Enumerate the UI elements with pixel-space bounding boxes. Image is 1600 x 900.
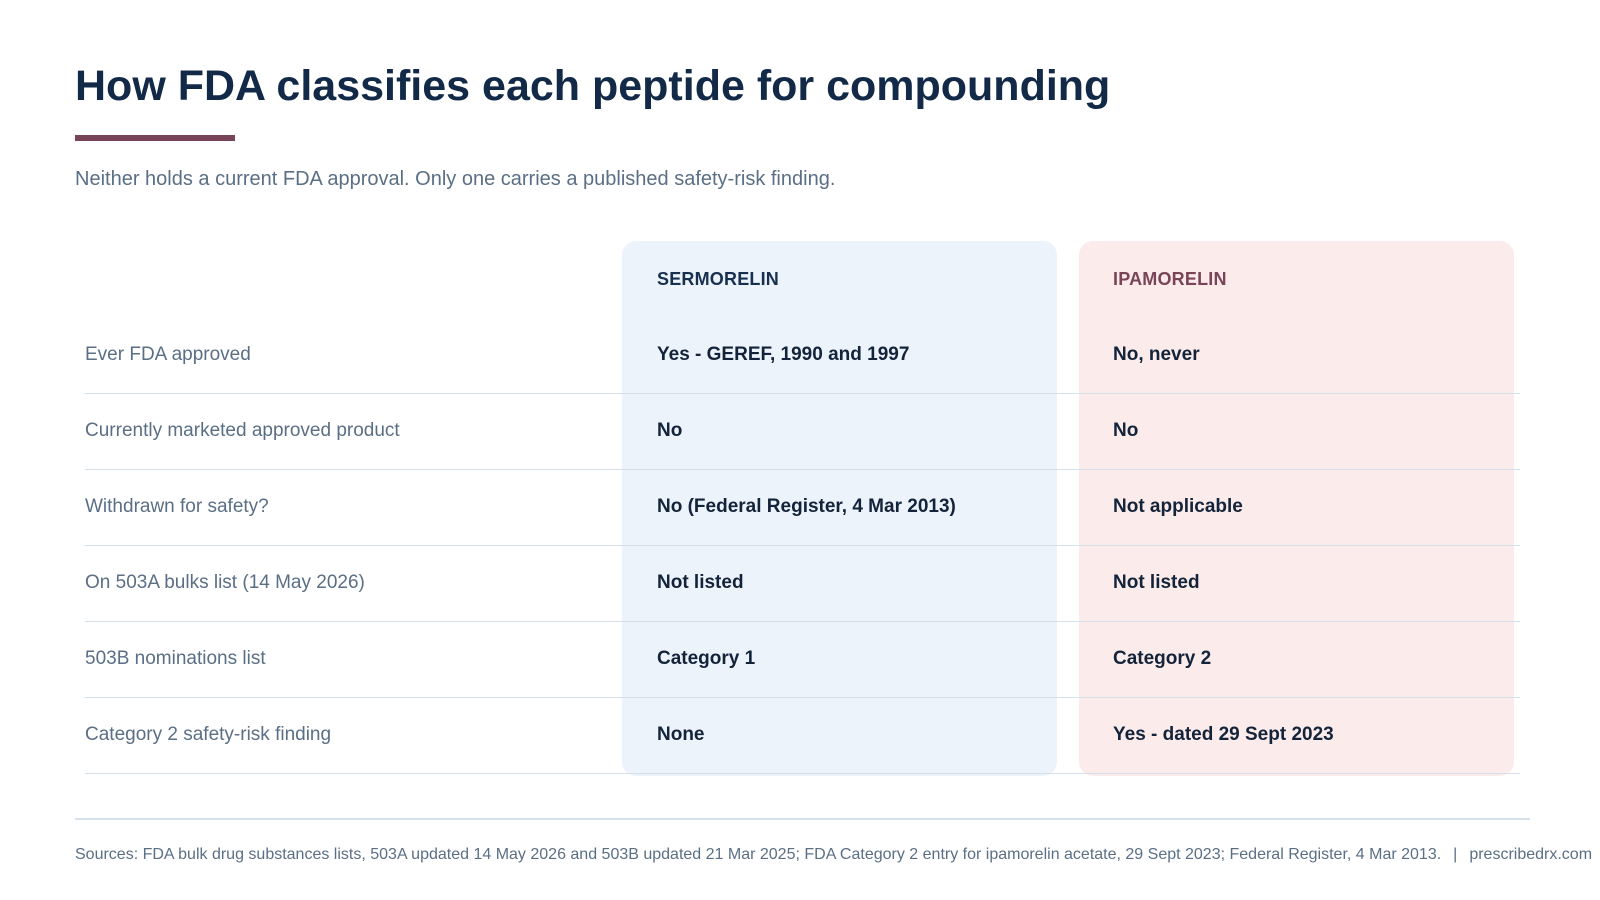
sermorelin-column-header: SERMORELIN [657, 269, 780, 289]
title-accent-bar [75, 135, 235, 141]
comparison-table: Ever FDA approved Yes - GEREF, 1990 and … [85, 318, 1520, 774]
footer-separator: | [1453, 846, 1458, 863]
table-row: Ever FDA approved Yes - GEREF, 1990 and … [85, 318, 1520, 394]
footer-sources: Sources: FDA bulk drug substances lists,… [75, 846, 1442, 863]
table-row: Withdrawn for safety? No (Federal Regist… [85, 470, 1520, 546]
table-row: Category 2 safety-risk finding None Yes … [85, 698, 1520, 774]
ipamorelin-value: Yes - dated 29 Sept 2023 [1113, 724, 1334, 745]
row-label: Ever FDA approved [85, 344, 251, 365]
page-title: How FDA classifies each peptide for comp… [75, 62, 1111, 110]
ipamorelin-value: No [1113, 420, 1139, 441]
footer-site: prescribedrx.com [1469, 846, 1593, 863]
row-label: Withdrawn for safety? [85, 496, 269, 517]
sermorelin-value: No (Federal Register, 4 Mar 2013) [657, 496, 956, 517]
ipamorelin-column-background [1079, 241, 1514, 776]
ipamorelin-column-header: IPAMORELIN [1113, 269, 1227, 289]
row-label: Currently marketed approved product [85, 420, 400, 441]
sermorelin-column-background [622, 241, 1057, 776]
footer-divider [75, 818, 1530, 820]
row-label: Category 2 safety-risk finding [85, 724, 332, 745]
row-label: 503B nominations list [85, 648, 266, 669]
sermorelin-value: Category 1 [657, 648, 756, 669]
sermorelin-value: No [657, 420, 683, 441]
ipamorelin-value: No, never [1113, 344, 1200, 365]
ipamorelin-value: Category 2 [1113, 648, 1212, 669]
sermorelin-value: None [657, 724, 705, 745]
table-row: On 503A bulks list (14 May 2026) Not lis… [85, 546, 1520, 622]
sermorelin-value: Yes - GEREF, 1990 and 1997 [657, 344, 910, 365]
table-row: 503B nominations list Category 1 Categor… [85, 622, 1520, 698]
row-label: On 503A bulks list (14 May 2026) [85, 572, 365, 593]
footer: Sources: FDA bulk drug substances lists,… [75, 846, 1592, 864]
sermorelin-value: Not listed [657, 572, 744, 593]
table-row: Currently marketed approved product No N… [85, 394, 1520, 470]
ipamorelin-value: Not listed [1113, 572, 1200, 593]
page-subtitle: Neither holds a current FDA approval. On… [75, 168, 836, 190]
ipamorelin-value: Not applicable [1113, 496, 1243, 517]
